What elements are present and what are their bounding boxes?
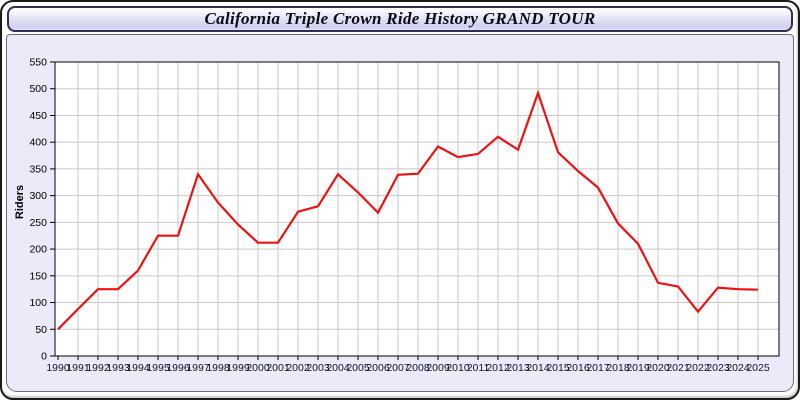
x-tick-label: 2013 bbox=[506, 362, 530, 374]
x-tick-label: 1995 bbox=[146, 362, 170, 374]
x-tick-label: 2025 bbox=[746, 362, 770, 374]
x-tick-label: 1994 bbox=[126, 362, 150, 374]
x-tick-label: 2011 bbox=[467, 362, 490, 374]
plot-area bbox=[55, 62, 779, 356]
y-tick-label: 0 bbox=[41, 351, 47, 363]
x-tick-label: 2022 bbox=[686, 362, 710, 374]
x-tick-label: 1993 bbox=[106, 362, 130, 374]
y-axis-title: Riders bbox=[14, 184, 26, 220]
x-tick-label: 1991 bbox=[66, 362, 90, 374]
x-tick-label: 2000 bbox=[246, 362, 270, 374]
y-tick-label: 50 bbox=[35, 324, 47, 336]
x-tick-label: 2024 bbox=[726, 362, 750, 374]
y-tick-label: 400 bbox=[29, 137, 47, 149]
x-tick-label: 2003 bbox=[306, 362, 330, 374]
y-tick-label: 250 bbox=[29, 217, 47, 229]
header-bar: California Triple Crown Ride History GRA… bbox=[7, 6, 793, 32]
x-tick-label: 2002 bbox=[286, 362, 310, 374]
x-tick-label: 2010 bbox=[446, 362, 470, 374]
x-tick-label: 2004 bbox=[326, 362, 350, 374]
x-tick-label: 2014 bbox=[526, 362, 550, 374]
y-tick-label: 200 bbox=[29, 244, 47, 256]
x-tick-label: 1999 bbox=[226, 362, 250, 374]
x-tick-label: 2023 bbox=[706, 362, 730, 374]
x-tick-label: 1992 bbox=[86, 362, 110, 374]
x-axis-ticks: 1990199119921993199419951996199719981999… bbox=[46, 356, 770, 374]
x-tick-label: 2021 bbox=[666, 362, 690, 374]
x-tick-label: 2005 bbox=[346, 362, 370, 374]
v-gridlines bbox=[77, 62, 759, 356]
x-tick-label: 2012 bbox=[486, 362, 510, 374]
x-tick-label: 2019 bbox=[626, 362, 650, 374]
y-tick-label: 550 bbox=[29, 57, 47, 69]
y-tick-label: 500 bbox=[29, 83, 47, 95]
ride-history-line-chart: 0501001502002503003504004505005501990199… bbox=[29, 57, 780, 374]
x-tick-label: 2001 bbox=[266, 362, 290, 374]
x-tick-label: 2017 bbox=[586, 362, 610, 374]
x-tick-label: 2015 bbox=[546, 362, 570, 374]
x-tick-label: 2020 bbox=[646, 362, 670, 374]
plot-frame bbox=[54, 61, 780, 357]
x-tick-label: 2008 bbox=[406, 362, 430, 374]
y-axis-ticks: 0 50 100 150 200 250 300 350 400 450 500 550 bbox=[29, 57, 55, 363]
y-tick-label: 150 bbox=[29, 270, 47, 282]
x-tick-label: 2007 bbox=[386, 362, 410, 374]
x-tick-label: 1997 bbox=[186, 362, 210, 374]
y-tick-label: 450 bbox=[29, 110, 47, 122]
x-tick-label: 1998 bbox=[206, 362, 230, 374]
y-tick-label: 300 bbox=[29, 190, 47, 202]
x-tick-label: 2016 bbox=[566, 362, 590, 374]
x-tick-label: 2006 bbox=[366, 362, 390, 374]
x-tick-label: 1990 bbox=[46, 362, 70, 374]
y-tick-label: 100 bbox=[29, 297, 47, 309]
y-tick-label: 350 bbox=[29, 163, 47, 175]
x-tick-label: 2018 bbox=[606, 362, 630, 374]
page-title: California Triple Crown Ride History GRA… bbox=[204, 9, 596, 28]
x-tick-label: 1996 bbox=[166, 362, 190, 374]
chart-panel: 0 50 100 150 200 250 300 350 400 450 500 550 1990 199… bbox=[6, 34, 794, 392]
x-tick-label: 2009 bbox=[426, 362, 450, 374]
riders-line bbox=[57, 89, 759, 331]
